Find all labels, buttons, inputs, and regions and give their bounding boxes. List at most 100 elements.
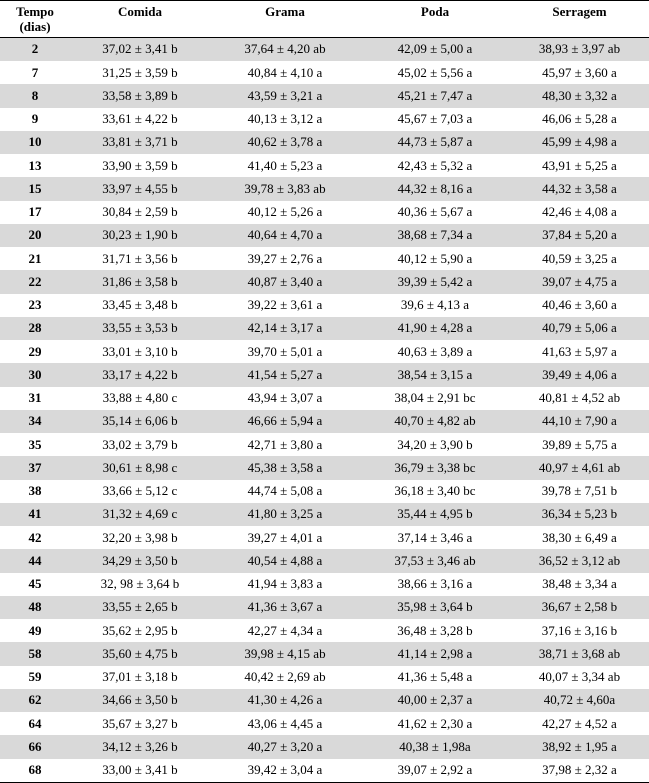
table-cell: 40,38 ± 1,98a: [360, 735, 510, 758]
table-cell: 2: [0, 37, 70, 61]
table-row: 4833,55 ± 2,65 b41,36 ± 3,67 a35,98 ± 3,…: [0, 596, 649, 619]
table-cell: 40,64 ± 4,70 a: [210, 224, 360, 247]
table-cell: 41,14 ± 2,98 a: [360, 642, 510, 665]
table-row: 2231,86 ± 3,58 b40,87 ± 3,40 a39,39 ± 5,…: [0, 270, 649, 293]
table-cell: 40,27 ± 3,20 a: [210, 735, 360, 758]
table-cell: 38,93 ± 3,97 ab: [510, 37, 649, 61]
table-cell: 37,64 ± 4,20 ab: [210, 37, 360, 61]
table-cell: 40,72 ± 4,60a: [510, 689, 649, 712]
table-cell: 32, 98 ± 3,64 b: [70, 573, 210, 596]
table-cell: 38: [0, 480, 70, 503]
col-header-grama: Grama: [210, 1, 360, 38]
table-cell: 36,67 ± 2,58 b: [510, 596, 649, 619]
table-cell: 33,90 ± 3,59 b: [70, 154, 210, 177]
table-cell: 35,14 ± 6,06 b: [70, 410, 210, 433]
table-row: 1333,90 ± 3,59 b41,40 ± 5,23 a42,43 ± 5,…: [0, 154, 649, 177]
table-cell: 23: [0, 294, 70, 317]
table-cell: 22: [0, 270, 70, 293]
table-cell: 33,02 ± 3,79 b: [70, 433, 210, 456]
table-cell: 45: [0, 573, 70, 596]
table-row: 5835,60 ± 4,75 b39,98 ± 4,15 ab41,14 ± 2…: [0, 642, 649, 665]
table-cell: 42,09 ± 5,00 a: [360, 37, 510, 61]
table-cell: 34: [0, 410, 70, 433]
table-row: 1533,97 ± 4,55 b39,78 ± 3,83 ab44,32 ± 8…: [0, 177, 649, 200]
table-cell: 37,02 ± 3,41 b: [70, 37, 210, 61]
table-cell: 37,98 ± 2,32 a: [510, 759, 649, 783]
table-row: 6234,66 ± 3,50 b41,30 ± 4,26 a40,00 ± 2,…: [0, 689, 649, 712]
table-cell: 42,14 ± 3,17 a: [210, 317, 360, 340]
table-row: 237,02 ± 3,41 b37,64 ± 4,20 ab42,09 ± 5,…: [0, 37, 649, 61]
table-cell: 30,61 ± 8,98 c: [70, 456, 210, 479]
table-cell: 7: [0, 61, 70, 84]
table-cell: 36,18 ± 3,40 bc: [360, 480, 510, 503]
table-cell: 40,70 ± 4,82 ab: [360, 410, 510, 433]
table-cell: 42,71 ± 3,80 a: [210, 433, 360, 456]
table-row: 3435,14 ± 6,06 b46,66 ± 5,94 a40,70 ± 4,…: [0, 410, 649, 433]
table-cell: 31,86 ± 3,58 b: [70, 270, 210, 293]
table-cell: 28: [0, 317, 70, 340]
table-cell: 45,02 ± 5,56 a: [360, 61, 510, 84]
table-cell: 34,29 ± 3,50 b: [70, 549, 210, 572]
table-cell: 33,58 ± 3,89 b: [70, 84, 210, 107]
table-cell: 36,52 ± 3,12 ab: [510, 549, 649, 572]
table-cell: 44,73 ± 5,87 a: [360, 131, 510, 154]
table-cell: 44: [0, 549, 70, 572]
table-cell: 68: [0, 759, 70, 783]
table-cell: 9: [0, 108, 70, 131]
table-cell: 64: [0, 712, 70, 735]
table-cell: 40,62 ± 3,78 a: [210, 131, 360, 154]
table-row: 2933,01 ± 3,10 b39,70 ± 5,01 a40,63 ± 3,…: [0, 340, 649, 363]
table-cell: 62: [0, 689, 70, 712]
table-cell: 40,12 ± 5,26 a: [210, 201, 360, 224]
table-header: Tempo (dias) Comida Grama Poda Serragem: [0, 1, 649, 38]
table-cell: 31: [0, 387, 70, 410]
table-cell: 31,25 ± 3,59 b: [70, 61, 210, 84]
table-cell: 39,22 ± 3,61 a: [210, 294, 360, 317]
table-cell: 41,90 ± 4,28 a: [360, 317, 510, 340]
table-cell: 38,48 ± 3,34 a: [510, 573, 649, 596]
table-cell: 38,54 ± 3,15 a: [360, 363, 510, 386]
table-cell: 39,27 ± 2,76 a: [210, 247, 360, 270]
table-row: 3533,02 ± 3,79 b42,71 ± 3,80 a34,20 ± 3,…: [0, 433, 649, 456]
table-cell: 17: [0, 201, 70, 224]
table-row: 4532, 98 ± 3,64 b41,94 ± 3,83 a38,66 ± 3…: [0, 573, 649, 596]
table-cell: 41: [0, 503, 70, 526]
table-cell: 40,46 ± 3,60 a: [510, 294, 649, 317]
table-cell: 38,68 ± 7,34 a: [360, 224, 510, 247]
table-cell: 31,71 ± 3,56 b: [70, 247, 210, 270]
table-cell: 40,84 ± 4,10 a: [210, 61, 360, 84]
table-cell: 44,10 ± 7,90 a: [510, 410, 649, 433]
table-cell: 37,16 ± 3,16 b: [510, 619, 649, 642]
table-cell: 13: [0, 154, 70, 177]
table-cell: 49: [0, 619, 70, 642]
table-cell: 41,62 ± 2,30 a: [360, 712, 510, 735]
table-cell: 41,54 ± 5,27 a: [210, 363, 360, 386]
table-row: 6833,00 ± 3,41 b39,42 ± 3,04 a39,07 ± 2,…: [0, 759, 649, 783]
table-cell: 37,53 ± 3,46 ab: [360, 549, 510, 572]
table-cell: 39,27 ± 4,01 a: [210, 526, 360, 549]
table-cell: 29: [0, 340, 70, 363]
table-cell: 33,88 ± 4,80 c: [70, 387, 210, 410]
table-row: 2030,23 ± 1,90 b40,64 ± 4,70 a38,68 ± 7,…: [0, 224, 649, 247]
table-cell: 35,98 ± 3,64 b: [360, 596, 510, 619]
col-header-serragem: Serragem: [510, 1, 649, 38]
table-cell: 39,49 ± 4,06 a: [510, 363, 649, 386]
table-cell: 34,20 ± 3,90 b: [360, 433, 510, 456]
table-cell: 33,81 ± 3,71 b: [70, 131, 210, 154]
table-cell: 41,36 ± 3,67 a: [210, 596, 360, 619]
table-cell: 8: [0, 84, 70, 107]
table-cell: 10: [0, 131, 70, 154]
table-cell: 39,89 ± 5,75 a: [510, 433, 649, 456]
table-row: 2131,71 ± 3,56 b39,27 ± 2,76 a40,12 ± 5,…: [0, 247, 649, 270]
table-cell: 40,59 ± 3,25 a: [510, 247, 649, 270]
table-cell: 40,42 ± 2,69 ab: [210, 666, 360, 689]
table-cell: 39,78 ± 7,51 b: [510, 480, 649, 503]
table-cell: 45,97 ± 3,60 a: [510, 61, 649, 84]
table-cell: 33,55 ± 3,53 b: [70, 317, 210, 340]
table-cell: 31,32 ± 4,69 c: [70, 503, 210, 526]
table-cell: 38,92 ± 1,95 a: [510, 735, 649, 758]
table-cell: 44,32 ± 8,16 a: [360, 177, 510, 200]
table-cell: 33,66 ± 5,12 c: [70, 480, 210, 503]
table-cell: 38,04 ± 2,91 bc: [360, 387, 510, 410]
table-row: 833,58 ± 3,89 b43,59 ± 3,21 a45,21 ± 7,4…: [0, 84, 649, 107]
